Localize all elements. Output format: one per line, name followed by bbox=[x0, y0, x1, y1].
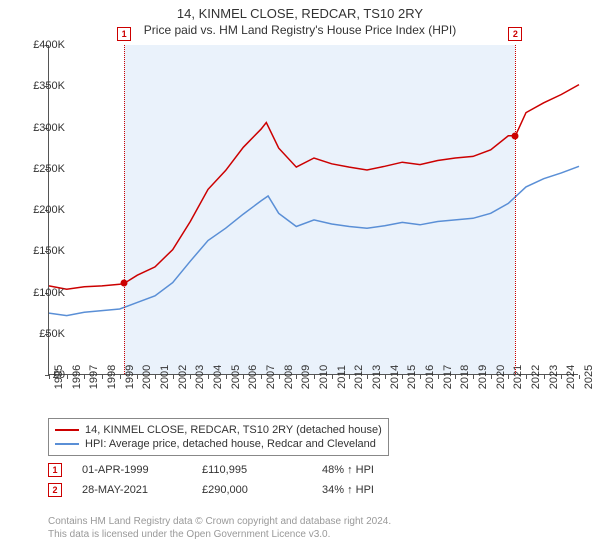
plot-area: 1995199619971998199920002001200220032004… bbox=[48, 45, 578, 375]
sale-point bbox=[121, 280, 128, 287]
x-axis-label: 2024 bbox=[565, 365, 577, 389]
x-axis-label: 2012 bbox=[353, 365, 365, 389]
y-axis-label: £400K bbox=[33, 39, 65, 51]
event-row: 2 28-MAY-2021 £290,000 34% ↑ HPI bbox=[48, 480, 568, 500]
footer-line: This data is licensed under the Open Gov… bbox=[48, 528, 391, 541]
x-axis-label: 2014 bbox=[389, 365, 401, 389]
event-date: 28-MAY-2021 bbox=[82, 484, 182, 496]
event-marker: 2 bbox=[48, 483, 62, 497]
legend-box: 14, KINMEL CLOSE, REDCAR, TS10 2RY (deta… bbox=[48, 418, 389, 456]
x-axis-label: 2009 bbox=[300, 365, 312, 389]
x-axis-label: 2015 bbox=[406, 365, 418, 389]
x-axis-label: 2022 bbox=[530, 365, 542, 389]
chart-marker: 1 bbox=[117, 27, 131, 41]
x-axis-label: 2000 bbox=[141, 365, 153, 389]
event-price: £110,995 bbox=[202, 464, 302, 476]
y-axis-label: £150K bbox=[33, 245, 65, 257]
x-axis-label: 2025 bbox=[583, 365, 595, 389]
legend-swatch bbox=[55, 429, 79, 431]
event-date: 01-APR-1999 bbox=[82, 464, 182, 476]
x-axis-label: 2013 bbox=[371, 365, 383, 389]
y-axis-label: £50K bbox=[39, 328, 65, 340]
legend-label: 14, KINMEL CLOSE, REDCAR, TS10 2RY (deta… bbox=[85, 424, 382, 436]
event-marker: 1 bbox=[48, 463, 62, 477]
x-axis-label: 1998 bbox=[106, 365, 118, 389]
event-hpi: 48% ↑ HPI bbox=[322, 464, 422, 476]
x-axis-label: 1996 bbox=[71, 365, 83, 389]
x-axis-label: 2005 bbox=[230, 365, 242, 389]
y-axis-label: £250K bbox=[33, 163, 65, 175]
x-axis-label: 2019 bbox=[477, 365, 489, 389]
legend-swatch bbox=[55, 443, 79, 445]
footer-line: Contains HM Land Registry data © Crown c… bbox=[48, 515, 391, 528]
x-axis-label: 2020 bbox=[495, 365, 507, 389]
y-axis-label: £0 bbox=[53, 369, 65, 381]
x-axis-label: 2008 bbox=[283, 365, 295, 389]
x-axis-label: 2021 bbox=[512, 365, 524, 389]
x-axis-label: 2001 bbox=[159, 365, 171, 389]
x-axis-label: 2002 bbox=[177, 365, 189, 389]
y-axis-label: £100K bbox=[33, 287, 65, 299]
y-axis-label: £300K bbox=[33, 122, 65, 134]
event-row: 1 01-APR-1999 £110,995 48% ↑ HPI bbox=[48, 460, 568, 480]
event-price: £290,000 bbox=[202, 484, 302, 496]
chart-title: 14, KINMEL CLOSE, REDCAR, TS10 2RY bbox=[0, 0, 600, 21]
x-axis-label: 2011 bbox=[336, 365, 348, 389]
x-axis-label: 2004 bbox=[212, 365, 224, 389]
chart-lines bbox=[49, 45, 578, 374]
events-table: 1 01-APR-1999 £110,995 48% ↑ HPI 2 28-MA… bbox=[48, 460, 568, 500]
x-axis-label: 2010 bbox=[318, 365, 330, 389]
x-axis-label: 1999 bbox=[124, 365, 136, 389]
y-axis-label: £350K bbox=[33, 80, 65, 92]
chart-container: 14, KINMEL CLOSE, REDCAR, TS10 2RY Price… bbox=[0, 0, 600, 560]
x-axis-label: 2007 bbox=[265, 365, 277, 389]
sale-point bbox=[512, 132, 519, 139]
legend-label: HPI: Average price, detached house, Redc… bbox=[85, 438, 376, 450]
legend-row: 14, KINMEL CLOSE, REDCAR, TS10 2RY (deta… bbox=[55, 423, 382, 437]
x-axis-label: 2017 bbox=[442, 365, 454, 389]
footer-text: Contains HM Land Registry data © Crown c… bbox=[48, 515, 391, 541]
x-axis-label: 2006 bbox=[247, 365, 259, 389]
x-axis-label: 2003 bbox=[194, 365, 206, 389]
x-axis-label: 2016 bbox=[424, 365, 436, 389]
x-axis-label: 2023 bbox=[548, 365, 560, 389]
x-axis-label: 2018 bbox=[459, 365, 471, 389]
x-axis-label: 1997 bbox=[88, 365, 100, 389]
event-hpi: 34% ↑ HPI bbox=[322, 484, 422, 496]
legend-row: HPI: Average price, detached house, Redc… bbox=[55, 437, 382, 451]
chart-marker: 2 bbox=[508, 27, 522, 41]
y-axis-label: £200K bbox=[33, 204, 65, 216]
